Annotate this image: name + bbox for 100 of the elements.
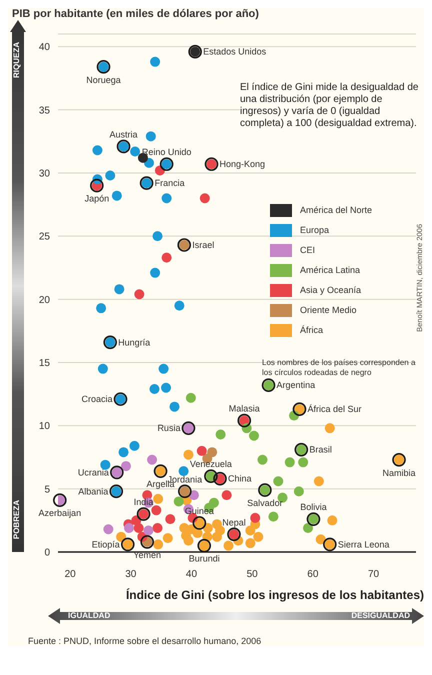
point bbox=[105, 170, 116, 180]
point bbox=[196, 446, 207, 456]
point bbox=[216, 430, 226, 440]
point bbox=[129, 440, 140, 451]
x-tick-label: 20 bbox=[64, 569, 76, 580]
x-axis-title: Índice de Gini (sobre los ingresos de los habitantes) bbox=[126, 588, 424, 602]
point bbox=[124, 522, 134, 533]
point bbox=[114, 284, 124, 294]
annotation: Bolivia bbox=[300, 502, 327, 512]
point bbox=[324, 423, 335, 434]
annotation: Albania bbox=[78, 486, 108, 496]
annotation: Francia bbox=[154, 178, 185, 188]
y-tick-label: 35 bbox=[38, 105, 50, 116]
legend-label: Europa bbox=[300, 225, 330, 235]
annotation: Israel bbox=[192, 240, 214, 250]
annotation: Hungría bbox=[118, 337, 150, 348]
point bbox=[273, 476, 284, 486]
annotation: El índice de Gini mide la desigualdad de una distribución (por ejemplo de ingresos) y varía de 0 (igualdad completa) a 100 (desigualdad extrema). bbox=[240, 82, 418, 129]
point bbox=[112, 190, 122, 201]
point bbox=[100, 460, 110, 470]
point bbox=[183, 450, 194, 460]
y-tick-label: 5 bbox=[44, 484, 50, 496]
point bbox=[248, 430, 259, 441]
y-tick-label: 15 bbox=[38, 358, 50, 370]
point bbox=[183, 536, 194, 546]
point bbox=[257, 454, 268, 465]
annotation: Salvador bbox=[247, 498, 283, 508]
point bbox=[250, 512, 260, 523]
annotation: India bbox=[134, 497, 154, 508]
point bbox=[186, 392, 196, 403]
point bbox=[153, 539, 164, 550]
point bbox=[268, 512, 278, 522]
legend-label: África bbox=[300, 325, 324, 335]
y-tick-label: 40 bbox=[38, 42, 50, 54]
x-tick-label: 30 bbox=[125, 569, 137, 580]
x-tick-label: 40 bbox=[186, 569, 198, 580]
text: DESIGUALDAD bbox=[351, 611, 410, 620]
annotation: Rusia bbox=[157, 423, 180, 434]
point bbox=[302, 522, 313, 533]
point bbox=[158, 364, 169, 374]
point bbox=[152, 231, 163, 242]
point bbox=[116, 532, 126, 542]
annotation: Jordania bbox=[168, 474, 202, 484]
annotation: Hong-Kong bbox=[220, 159, 266, 170]
point bbox=[96, 303, 106, 314]
y-tick-label: 0 bbox=[44, 548, 50, 559]
source-note: Fuente : PNUD, Informe sobre el desarrollo humano, 2006 bbox=[28, 636, 262, 646]
annotation: Malasia bbox=[228, 404, 260, 414]
annotation: Sierra Leona bbox=[338, 539, 390, 550]
point bbox=[200, 193, 210, 204]
annotation: Noruega bbox=[86, 74, 121, 85]
point bbox=[174, 496, 184, 506]
annotation: Ucrania bbox=[78, 467, 109, 478]
point bbox=[130, 146, 140, 156]
point bbox=[150, 268, 160, 278]
annotation: Nepal bbox=[222, 517, 246, 528]
y-tick-label: 25 bbox=[38, 232, 50, 243]
annotation: Namibia bbox=[382, 468, 416, 478]
legend-label: Asia y Oceanía bbox=[300, 285, 362, 295]
point bbox=[222, 490, 232, 500]
point bbox=[178, 466, 189, 476]
point bbox=[224, 540, 234, 551]
point bbox=[253, 532, 264, 542]
point bbox=[161, 382, 172, 393]
annotation: África del Sur bbox=[308, 404, 362, 414]
point bbox=[298, 457, 308, 468]
point bbox=[153, 494, 164, 504]
legend-label: América Latina bbox=[300, 265, 360, 275]
point bbox=[294, 486, 304, 496]
x-tick-label: 70 bbox=[368, 569, 380, 580]
point bbox=[316, 534, 326, 544]
point bbox=[170, 402, 180, 412]
text: RIQUEZA bbox=[12, 42, 21, 78]
annotation: Venezuela bbox=[190, 459, 232, 470]
point bbox=[103, 524, 114, 534]
point bbox=[162, 252, 172, 263]
point bbox=[152, 522, 163, 533]
annotation: Argentina bbox=[276, 380, 316, 390]
point bbox=[192, 528, 203, 538]
point bbox=[162, 533, 173, 544]
point bbox=[147, 454, 158, 465]
point bbox=[92, 145, 102, 156]
point bbox=[327, 515, 338, 526]
legend-label: Oriente Medio bbox=[300, 305, 357, 315]
y-tick-label: 30 bbox=[38, 168, 50, 180]
annotation: Austria bbox=[110, 129, 138, 140]
y-axis-title: PIB por habitante (en miles de dólares por año) bbox=[12, 8, 259, 20]
point bbox=[98, 364, 108, 374]
point bbox=[143, 526, 154, 536]
point bbox=[174, 300, 184, 311]
legend-label: América del Norte bbox=[300, 205, 372, 215]
point bbox=[146, 131, 156, 142]
point bbox=[120, 461, 131, 472]
point bbox=[215, 526, 226, 536]
point bbox=[134, 289, 144, 300]
annotation: Croacia bbox=[81, 394, 112, 404]
x-tick-label: 50 bbox=[246, 569, 258, 580]
point bbox=[284, 457, 295, 468]
y-tick-label: 20 bbox=[38, 294, 50, 306]
point bbox=[314, 476, 324, 486]
